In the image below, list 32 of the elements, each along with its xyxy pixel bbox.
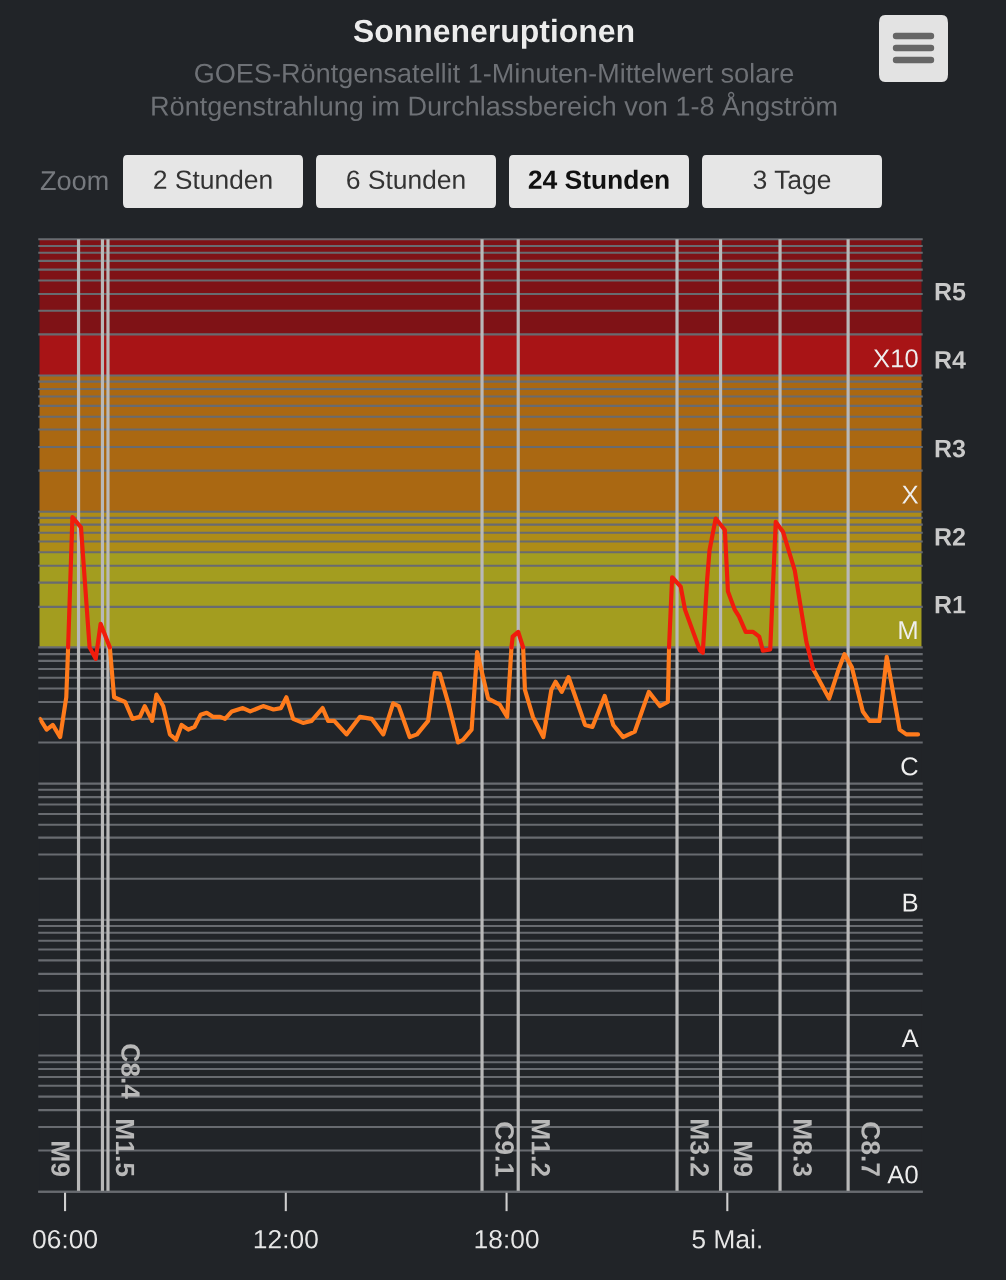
ref-line-label: C9.1 bbox=[495, 1122, 514, 1177]
band-label: R5 bbox=[935, 283, 966, 301]
band-label: R3 bbox=[935, 439, 966, 458]
x-tick-label: 06:00 bbox=[33, 1229, 98, 1249]
band-label: R4 bbox=[935, 351, 966, 369]
ref-line-label: A0 bbox=[887, 1165, 918, 1184]
ref-line-label: A bbox=[901, 1029, 919, 1048]
ref-line-label: M bbox=[899, 621, 917, 640]
band-label: R1 bbox=[935, 596, 966, 614]
ref-line-label: X10 bbox=[873, 349, 918, 368]
x-tick-label: 5 Mai. bbox=[692, 1229, 761, 1249]
band-label: R2 bbox=[935, 528, 965, 546]
ref-line-label: M9 bbox=[733, 1142, 753, 1177]
x-tick-label: 12:00 bbox=[254, 1229, 318, 1249]
ref-line-label: M1.5 bbox=[115, 1120, 135, 1177]
chart-title: Sonneneruptionen bbox=[353, 18, 634, 49]
text: Zoom bbox=[40, 171, 108, 191]
x-tick-label: 18:00 bbox=[475, 1229, 539, 1249]
ref-line-label: B bbox=[903, 893, 918, 912]
ref-line-label: M9 bbox=[51, 1142, 70, 1177]
ref-line-label: M1.2 bbox=[531, 1120, 551, 1176]
ref-line-label: X bbox=[902, 485, 919, 504]
ref-line-label: C8.7 bbox=[861, 1122, 881, 1176]
ref-line-label: M3.2 bbox=[690, 1120, 709, 1176]
ref-line-label: M8.3 bbox=[793, 1120, 812, 1177]
chart-subtitle: GOES-Röntgensatellit 1-Minuten-Mittelwert solare Röntgenstrahlung im Durchlassbereich von 1-8 Ångström bbox=[152, 62, 837, 122]
ref-line-label: C bbox=[901, 757, 918, 776]
text: 3 Tage bbox=[753, 170, 831, 195]
text: 6 Stunden bbox=[347, 169, 465, 190]
ref-line-label: C8.4 bbox=[121, 1044, 140, 1099]
text: 24 Stunden bbox=[528, 169, 669, 190]
text: 2 Stunden bbox=[154, 169, 272, 190]
